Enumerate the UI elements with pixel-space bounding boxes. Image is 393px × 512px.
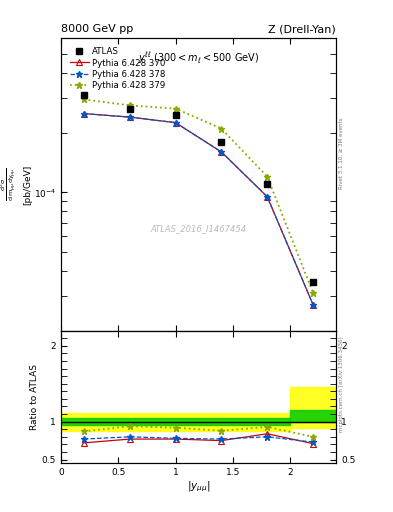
ATLAS [311, 280, 316, 286]
Legend: ATLAS, Pythia 6.428 370, Pythia 6.428 378, Pythia 6.428 379: ATLAS, Pythia 6.428 370, Pythia 6.428 37… [68, 46, 167, 92]
Pythia 6.428 370 [219, 149, 224, 155]
Pythia 6.428 379 [265, 174, 270, 180]
Pythia 6.428 370 [127, 114, 132, 120]
Pythia 6.428 378 [81, 111, 86, 117]
ATLAS [173, 112, 178, 118]
Line: Pythia 6.428 379: Pythia 6.428 379 [81, 96, 316, 296]
Text: $y^{\ell\ell}\ (300 < m_{\ell} < 500\ \mathrm{GeV})$: $y^{\ell\ell}\ (300 < m_{\ell} < 500\ \m… [138, 50, 259, 66]
Pythia 6.428 379 [219, 125, 224, 132]
Pythia 6.428 378 [127, 114, 132, 120]
X-axis label: $|y_{\mu\mu}|$: $|y_{\mu\mu}|$ [187, 480, 210, 495]
Pythia 6.428 370 [311, 302, 316, 308]
Pythia 6.428 379 [173, 105, 178, 112]
Pythia 6.428 379 [127, 102, 132, 109]
ATLAS [265, 181, 270, 187]
Text: Rivet 3.1.10, ≥ 3M events: Rivet 3.1.10, ≥ 3M events [339, 118, 344, 189]
Pythia 6.428 379 [311, 290, 316, 296]
Text: Z (Drell-Yan): Z (Drell-Yan) [268, 24, 336, 34]
ATLAS [81, 92, 86, 98]
Line: Pythia 6.428 378: Pythia 6.428 378 [81, 111, 316, 308]
ATLAS [219, 139, 224, 145]
Pythia 6.428 378 [219, 149, 224, 155]
Line: ATLAS: ATLAS [81, 92, 316, 286]
Pythia 6.428 378 [173, 120, 178, 126]
Pythia 6.428 379 [81, 96, 86, 102]
Pythia 6.428 370 [81, 111, 86, 117]
Pythia 6.428 378 [265, 194, 270, 200]
Text: ATLAS_2016_I1467454: ATLAS_2016_I1467454 [151, 224, 246, 233]
Pythia 6.428 370 [173, 120, 178, 126]
Line: Pythia 6.428 370: Pythia 6.428 370 [81, 111, 316, 308]
Y-axis label: $\mathregular{\frac{d^2\sigma}{d\,m_{\mu\mu}\,dy_{\mu\mu}}}$
[pb/GeV]: $\mathregular{\frac{d^2\sigma}{d\,m_{\mu… [0, 164, 32, 205]
Y-axis label: Ratio to ATLAS: Ratio to ATLAS [30, 364, 39, 430]
Text: 8000 GeV pp: 8000 GeV pp [61, 24, 133, 34]
Pythia 6.428 378 [311, 302, 316, 308]
Text: mcplots.cern.ch [arXiv:1306.3436]: mcplots.cern.ch [arXiv:1306.3436] [339, 336, 344, 432]
Pythia 6.428 370 [265, 194, 270, 200]
ATLAS [127, 105, 132, 112]
